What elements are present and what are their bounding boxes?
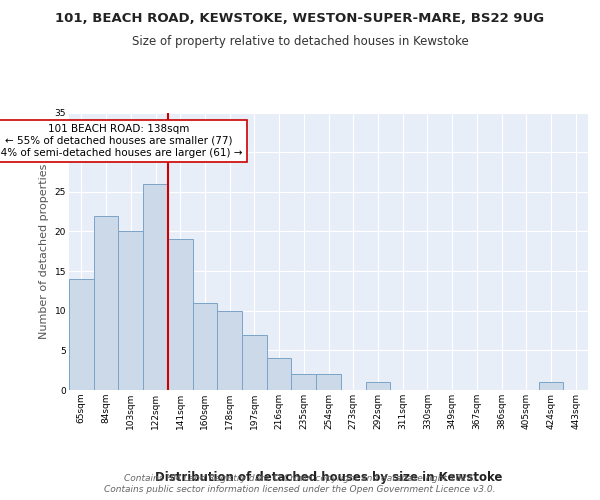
Text: 101 BEACH ROAD: 138sqm
← 55% of detached houses are smaller (77)
44% of semi-det: 101 BEACH ROAD: 138sqm ← 55% of detached…: [0, 124, 242, 158]
Bar: [118, 232, 143, 390]
Bar: [193, 303, 217, 390]
Y-axis label: Number of detached properties: Number of detached properties: [39, 164, 49, 339]
Text: Size of property relative to detached houses in Kewstoke: Size of property relative to detached ho…: [131, 35, 469, 48]
Bar: [316, 374, 341, 390]
Bar: [94, 216, 118, 390]
Bar: [143, 184, 168, 390]
Text: Contains HM Land Registry data © Crown copyright and database right 2024.
Contai: Contains HM Land Registry data © Crown c…: [104, 474, 496, 494]
Bar: [539, 382, 563, 390]
Bar: [168, 240, 193, 390]
X-axis label: Distribution of detached houses by size in Kewstoke: Distribution of detached houses by size …: [155, 471, 502, 484]
Bar: [69, 279, 94, 390]
Bar: [242, 334, 267, 390]
Bar: [365, 382, 390, 390]
Text: 101, BEACH ROAD, KEWSTOKE, WESTON-SUPER-MARE, BS22 9UG: 101, BEACH ROAD, KEWSTOKE, WESTON-SUPER-…: [55, 12, 545, 26]
Bar: [267, 358, 292, 390]
Bar: [217, 310, 242, 390]
Bar: [292, 374, 316, 390]
